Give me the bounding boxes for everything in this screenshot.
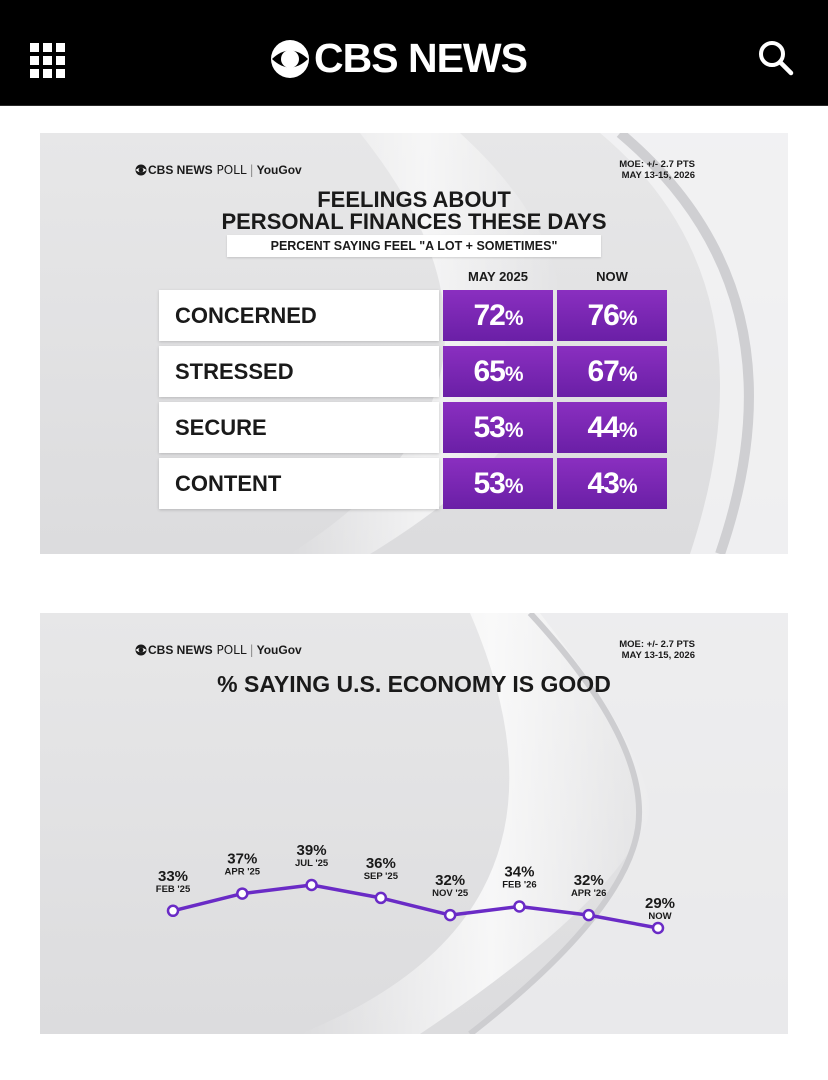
economy-good-chart-graphic: CBS NEWS POLL | YouGov MOE: +/- 2.7 PTS MA…	[40, 613, 788, 1034]
data-label: 34%	[504, 864, 534, 881]
column-header-may-2025: MAY 2025	[468, 269, 528, 284]
data-point	[305, 878, 318, 892]
cbs-news-logo[interactable]: CBS NEWS	[270, 30, 570, 86]
value-may: 53%	[443, 458, 553, 509]
cbs-eye-icon	[135, 644, 147, 656]
poll-cbs-label: CBS NEWS	[148, 163, 213, 177]
data-point	[582, 908, 595, 922]
poll-label: POLL	[216, 163, 247, 177]
line-chart: 33%FEB '25 37%APR '25 39%JUL '25 36%SEP '25…	[156, 842, 675, 935]
value-number: 53	[473, 411, 505, 444]
value-number: 67	[587, 355, 619, 388]
background-swoosh	[300, 613, 788, 1034]
graphic-title-line2: PERSONAL FINANCES THESE DAYS	[221, 209, 607, 234]
tick-label: SEP '25	[364, 871, 399, 882]
tick-label: JUL '25	[295, 858, 329, 869]
tick-label: APR '26	[571, 888, 607, 899]
bottom-bar	[0, 1044, 828, 1080]
tick-label: APR '25	[225, 867, 261, 878]
graphic-subtitle: PERCENT SAYING FEEL "A LOT + SOMETIMES"	[227, 235, 601, 257]
moe-line: MOE: +/- 2.7 PTS	[619, 639, 695, 650]
value-may: 72%	[443, 290, 553, 341]
percent-sign: %	[504, 307, 524, 330]
percent-sign: %	[504, 419, 524, 442]
tick-label: FEB '25	[156, 884, 191, 895]
moe-date: MAY 13-15, 2026	[621, 170, 695, 181]
brand-name: CBS NEWS	[314, 35, 528, 81]
chart-title: % SAYING U.S. ECONOMY IS GOOD	[217, 671, 611, 697]
data-label: 37%	[227, 851, 257, 868]
series-line	[172, 883, 659, 930]
value-now: 43%	[557, 458, 667, 509]
percent-sign: %	[618, 475, 638, 498]
yougov-label: YouGov	[256, 643, 302, 657]
tick-label: NOW	[648, 911, 671, 922]
value-number: 76	[587, 299, 619, 332]
cbs-eye-icon	[271, 40, 309, 78]
percent-sign: %	[504, 363, 524, 386]
data-label: 29%	[645, 895, 675, 912]
percent-sign: %	[618, 419, 638, 442]
margin-of-error: MOE: +/- 2.7 PTS MAY 13-15, 2026	[619, 639, 695, 661]
search-icon[interactable]	[758, 40, 794, 76]
poll-source-logo: CBS NEWS POLL | YouGov	[135, 643, 302, 657]
percent-sign: %	[618, 363, 638, 386]
poll-label: POLL	[216, 643, 247, 657]
percent-sign: %	[504, 475, 524, 498]
moe-line: MOE: +/- 2.7 PTS	[619, 159, 695, 170]
top-nav-bar: CBS NEWS	[0, 0, 828, 106]
value-number: 65	[473, 355, 505, 388]
cbs-eye-icon	[135, 164, 147, 176]
poll-cbs-label: CBS NEWS	[148, 643, 213, 657]
row-label: CONTENT	[159, 458, 439, 509]
yougov-label: YouGov	[256, 163, 302, 177]
data-point	[236, 887, 249, 900]
data-label: 33%	[158, 868, 188, 885]
row-label: STRESSED	[159, 346, 439, 397]
data-label: 36%	[366, 855, 396, 872]
value-now: 67%	[557, 346, 667, 397]
poll-source-logo: CBS NEWS POLL | YouGov	[135, 163, 302, 177]
data-point	[513, 900, 526, 913]
value-number: 72	[473, 299, 505, 332]
column-header-now: NOW	[596, 269, 628, 284]
data-point	[443, 908, 457, 922]
grid-menu-icon[interactable]	[30, 43, 66, 79]
tick-label: FEB '26	[502, 880, 536, 891]
row-label: SECURE	[159, 402, 439, 453]
percent-sign: %	[618, 307, 638, 330]
value-now: 76%	[557, 290, 667, 341]
value-may: 65%	[443, 346, 553, 397]
value-now: 44%	[557, 402, 667, 453]
margin-of-error: MOE: +/- 2.7 PTS MAY 13-15, 2026	[619, 159, 695, 181]
personal-finances-graphic: CBS NEWS POLL | YouGov MOE: +/- 2.7 PTS MA…	[40, 133, 788, 554]
data-label: 39%	[297, 842, 327, 859]
data-label: 32%	[435, 872, 465, 889]
row-label: CONCERNED	[159, 290, 439, 341]
moe-date: MAY 13-15, 2026	[621, 650, 695, 661]
value-number: 53	[473, 467, 505, 500]
value-number: 44	[587, 411, 619, 444]
value-may: 53%	[443, 402, 553, 453]
graphic-title-line1: FEELINGS ABOUT	[317, 187, 511, 212]
data-point	[166, 904, 180, 918]
value-number: 43	[587, 467, 619, 500]
tick-label: NOV '25	[432, 888, 469, 899]
data-label: 32%	[574, 872, 604, 889]
data-point	[651, 921, 665, 935]
data-point	[374, 891, 388, 905]
